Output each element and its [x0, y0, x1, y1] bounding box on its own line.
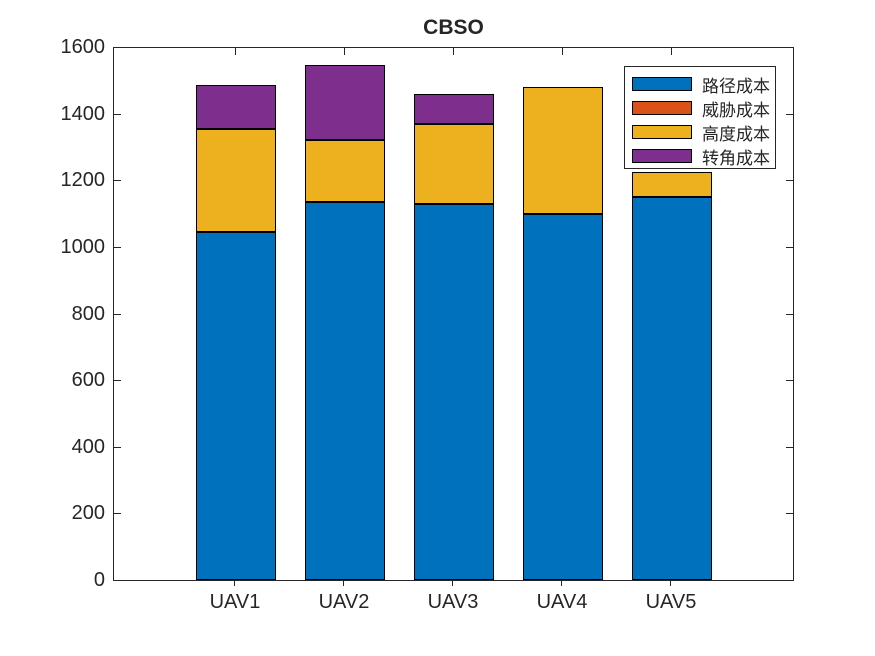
y-axis-tick-mark: [114, 113, 121, 115]
x-axis-tick-mark-top: [453, 48, 454, 55]
y-axis-tick-mark-right: [786, 180, 793, 182]
y-axis-tick-label: 1400: [60, 102, 106, 125]
legend-swatch-path-cost: [632, 77, 692, 91]
y-axis-tick-mark: [114, 47, 121, 48]
legend-swatch-threat-cost: [632, 101, 692, 115]
bar-uav4-height-cost-segment: [523, 87, 603, 214]
bar-uav3-height-cost-segment: [414, 124, 494, 204]
y-axis-tick-mark: [114, 446, 121, 448]
legend-item-path-cost: 路径成本: [632, 72, 775, 96]
y-axis-tick-mark: [114, 513, 121, 515]
legend-label-turn-cost: 转角成本: [702, 148, 770, 168]
legend-swatch-turn-cost: [632, 149, 692, 163]
bar-uav3-path-cost-segment: [414, 204, 494, 580]
legend-item-turn-cost: 转角成本: [632, 144, 775, 168]
bar-uav2-path-cost-segment: [305, 202, 385, 580]
bar-uav5-path-cost-segment: [632, 197, 712, 580]
bar-uav2-turn-cost-segment: [305, 65, 385, 140]
y-axis-tick-mark: [114, 580, 121, 581]
x-axis-tick-mark-top: [562, 48, 563, 55]
x-axis-tick-label: UAV3: [427, 591, 479, 613]
bar-uav5-height-cost-segment: [632, 172, 712, 197]
y-axis-tick-label: 0: [93, 569, 105, 591]
x-axis-tick-label: UAV1: [209, 591, 261, 613]
x-axis-tick-mark-top: [344, 48, 345, 55]
x-axis-tick-label: UAV4: [536, 591, 588, 613]
y-axis-tick-mark-right: [786, 113, 793, 115]
x-axis-tick-mark-top: [671, 48, 672, 55]
y-axis-tick-label: 1600: [60, 36, 106, 58]
chart-title: CBSO: [423, 16, 484, 39]
legend-item-height-cost: 高度成本: [632, 120, 775, 144]
legend-item-threat-cost: 威胁成本: [632, 96, 775, 120]
y-axis-tick-label: 200: [71, 502, 105, 525]
y-axis-tick-label: 800: [71, 302, 105, 325]
bar-uav4-path-cost-segment: [523, 214, 603, 580]
y-axis-tick-mark-right: [786, 313, 793, 315]
y-axis-tick-mark-right: [786, 580, 793, 581]
bar-uav1-turn-cost-segment: [196, 85, 276, 129]
x-axis-tick-mark-top: [235, 48, 236, 55]
legend-label-threat-cost: 威胁成本: [702, 100, 770, 120]
bar-uav1-height-cost-segment: [196, 129, 276, 232]
legend-label-height-cost: 高度成本: [702, 124, 770, 144]
x-axis-tick-label: UAV5: [645, 591, 697, 613]
y-axis-tick-mark-right: [786, 380, 793, 382]
bar-uav1-path-cost-segment: [196, 232, 276, 580]
y-axis-tick-mark: [114, 246, 121, 248]
x-axis-tick-label: UAV2: [318, 591, 370, 613]
y-axis-tick-mark-right: [786, 446, 793, 448]
y-axis-tick-mark-right: [786, 513, 793, 515]
bar-uav2-height-cost-segment: [305, 140, 385, 202]
legend-swatch-height-cost: [632, 125, 692, 139]
y-axis-tick-label: 600: [71, 369, 105, 392]
plot-area: 路径成本威胁成本高度成本转角成本: [113, 47, 794, 581]
bar-uav3-turn-cost-segment: [414, 94, 494, 124]
x-axis-tick-mark-bottom: [343, 580, 344, 586]
y-axis-tick-label: 1000: [60, 235, 106, 258]
y-axis-tick-mark-right: [786, 47, 793, 48]
y-axis-tick-mark: [114, 380, 121, 382]
y-axis-tick-label: 1200: [60, 169, 106, 192]
y-axis-tick-mark: [114, 313, 121, 315]
legend: 路径成本威胁成本高度成本转角成本: [624, 66, 776, 169]
x-axis-tick-mark-bottom: [234, 580, 235, 586]
y-axis-tick-mark: [114, 180, 121, 182]
y-axis-tick-label: 400: [71, 435, 105, 458]
legend-label-path-cost: 路径成本: [702, 76, 770, 96]
x-axis-tick-mark-bottom: [670, 580, 671, 586]
y-axis-tick-mark-right: [786, 246, 793, 248]
x-axis-tick-mark-bottom: [452, 580, 453, 586]
x-axis-tick-mark-bottom: [561, 580, 562, 586]
